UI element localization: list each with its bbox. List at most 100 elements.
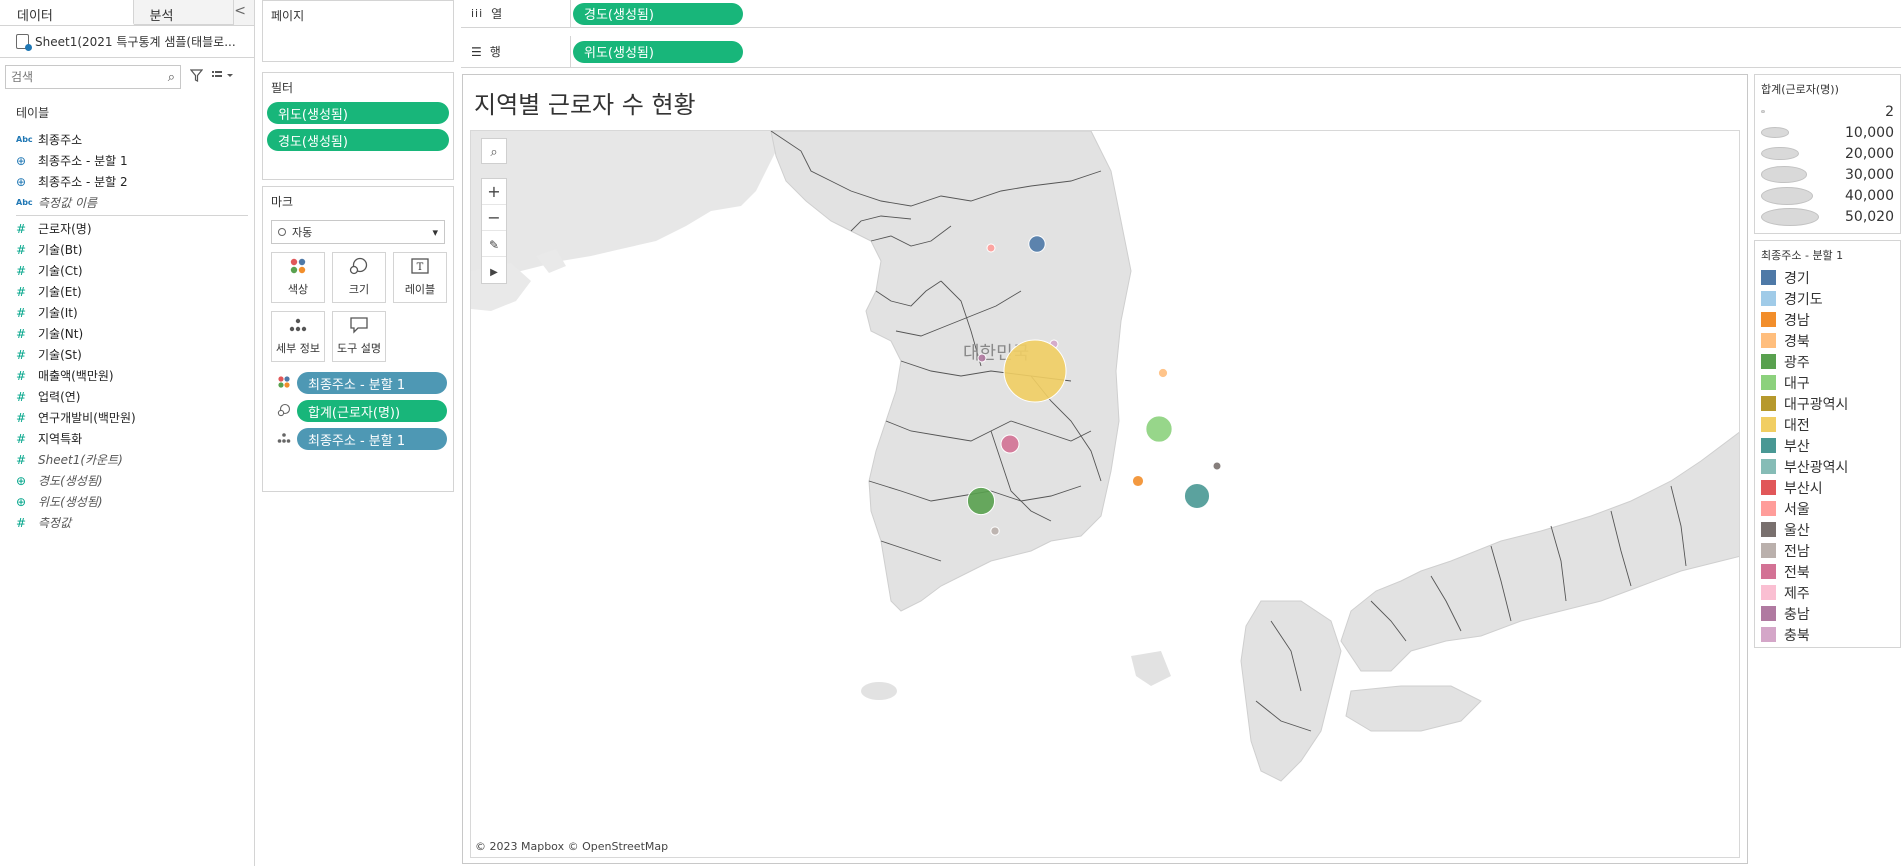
field-item[interactable]: # 기술(Bt) [0, 239, 254, 260]
map-point[interactable] [1028, 235, 1046, 253]
color-legend-row[interactable]: 대전 [1755, 414, 1900, 435]
map-point[interactable] [986, 243, 996, 253]
map-attribution[interactable]: © 2023 Mapbox © OpenStreetMap [475, 840, 669, 853]
map-point[interactable] [990, 526, 1000, 536]
rows-shelf[interactable]: ☰ 행 위도(생성됨) [461, 36, 1901, 68]
map-point[interactable] [1145, 415, 1173, 443]
map-point[interactable] [1183, 482, 1211, 510]
field-item[interactable]: # 측정값 [0, 512, 254, 533]
field-item[interactable]: # 지역특화 [0, 428, 254, 449]
size-legend-row[interactable]: 20,000 [1755, 143, 1900, 164]
sheet-title: 지역별 근로자 수 현황 [474, 91, 696, 119]
datasource-item[interactable]: Sheet1(2021 특구통계 샘플(태블로... [0, 26, 254, 58]
field-name: 기술(Et) [38, 285, 82, 299]
field-item[interactable]: # Sheet1(카운트) [0, 449, 254, 470]
size-legend-row[interactable]: 10,000 [1755, 122, 1900, 143]
columns-pill[interactable]: 경도(생성됨) [573, 2, 743, 25]
color-legend-row[interactable]: 충북 [1755, 624, 1900, 645]
number-field-icon: # [16, 515, 27, 530]
color-legend-row[interactable]: 충남 [1755, 603, 1900, 624]
tab-data[interactable]: 데이터 [0, 0, 134, 25]
search-icon[interactable]: ⌕ [167, 69, 175, 85]
label-label: 레이블 [404, 283, 436, 296]
color-legend-row[interactable]: 제주 [1755, 582, 1900, 603]
color-button[interactable]: 색상 [271, 252, 325, 303]
color-legend-row[interactable]: 부산광역시 [1755, 456, 1900, 477]
marks-type-dropdown[interactable]: 자동 ▾ [271, 220, 445, 244]
search-row: ⌕ [0, 62, 254, 92]
size-legend-row[interactable]: 40,000 [1755, 185, 1900, 206]
map-point[interactable] [1000, 434, 1020, 454]
size-legend-row[interactable]: 50,020 [1755, 206, 1900, 227]
tab-analysis[interactable]: 분석 [133, 0, 235, 25]
color-legend-label: 충북 [1784, 627, 1810, 644]
field-item[interactable]: ⊕ 최종주소 - 분할 2 [0, 171, 254, 192]
field-item[interactable]: Abc 측정값 이름 [0, 192, 254, 213]
field-item[interactable]: # 기술(Et) [0, 281, 254, 302]
field-item[interactable]: # 기술(St) [0, 344, 254, 365]
tooltip-button[interactable]: 도구 설명 [332, 311, 386, 362]
color-legend-row[interactable]: 광주 [1755, 351, 1900, 372]
size-legend-row[interactable]: 2 [1755, 101, 1900, 122]
color-legend-row[interactable]: 전남 [1755, 540, 1900, 561]
color-legend-row[interactable]: 경기도 [1755, 288, 1900, 309]
collapse-pane-button[interactable]: < [234, 0, 254, 25]
encoding-pill-size[interactable]: 합계(근로자(명)) [297, 400, 447, 422]
expand-tools-button[interactable]: ▶ [482, 257, 506, 283]
view-options-icon[interactable] [212, 70, 234, 85]
filter-pill-longitude[interactable]: 경도(생성됨) [267, 129, 449, 151]
color-legend-row[interactable]: 전북 [1755, 561, 1900, 582]
data-pane: 데이터 분석 < Sheet1(2021 특구통계 샘플(태블로... ⌕ 테이… [0, 0, 255, 866]
field-list: Abc 최종주소 ⊕ 최종주소 - 분할 1 ⊕ 최종주소 - 분할 2 Abc 측정값 이름… [0, 129, 254, 533]
map-search-button[interactable]: ⌕ [481, 138, 507, 164]
field-item[interactable]: ⊕ 최종주소 - 분할 1 [0, 150, 254, 171]
zoom-in-button[interactable]: + [482, 179, 506, 205]
label-button[interactable]: T 레이블 [393, 252, 447, 303]
pages-card[interactable]: 페이지 [262, 0, 454, 62]
map-point[interactable] [977, 353, 987, 363]
color-legend-row[interactable]: 울산 [1755, 519, 1900, 540]
filter-icon[interactable] [189, 68, 204, 86]
field-item[interactable]: Abc 최종주소 [0, 129, 254, 150]
field-item[interactable]: # 근로자(명) [0, 218, 254, 239]
map-canvas[interactable]: 대한민국 [471, 131, 1740, 858]
color-legend-label: 부산광역시 [1784, 459, 1849, 476]
rows-pill[interactable]: 위도(생성됨) [573, 40, 743, 63]
detail-button[interactable]: 세부 정보 [271, 311, 325, 362]
map-point[interactable] [1212, 461, 1222, 471]
field-item[interactable]: # 연구개발비(백만원) [0, 407, 254, 428]
map-point[interactable] [1157, 367, 1169, 379]
columns-shelf[interactable]: iii 열 경도(생성됨) [461, 0, 1901, 28]
search-input[interactable] [11, 70, 151, 84]
color-legend-row[interactable]: 부산시 [1755, 477, 1900, 498]
color-legend-row[interactable]: 경북 [1755, 330, 1900, 351]
color-legend-row[interactable]: 경기 [1755, 267, 1900, 288]
field-item[interactable]: ⊕ 위도(생성됨) [0, 491, 254, 512]
color-swatch [1761, 606, 1776, 621]
encoding-pill-detail[interactable]: 최종주소 - 분할 1 [297, 428, 447, 450]
pin-map-button[interactable]: ✎ [482, 231, 506, 257]
color-legend-label: 충남 [1784, 606, 1810, 623]
filter-pill-latitude[interactable]: 위도(생성됨) [267, 102, 449, 124]
size-legend-row[interactable]: 30,000 [1755, 164, 1900, 185]
number-field-icon: # [16, 368, 27, 383]
color-legend-row[interactable]: 부산 [1755, 435, 1900, 456]
map-point[interactable] [1003, 339, 1067, 403]
encoding-pill-color[interactable]: 최종주소 - 분할 1 [297, 372, 447, 394]
field-item[interactable]: # 업력(연) [0, 386, 254, 407]
color-legend-row[interactable]: 대구광역시 [1755, 393, 1900, 414]
color-legend-row[interactable]: 서울 [1755, 498, 1900, 519]
field-item[interactable]: # 기술(Nt) [0, 323, 254, 344]
color-legend-row[interactable]: 경남 [1755, 309, 1900, 330]
field-item[interactable]: # 매출액(백만원) [0, 365, 254, 386]
color-legend-row[interactable]: 대구 [1755, 372, 1900, 393]
map-point[interactable] [1131, 474, 1145, 488]
map-view[interactable]: 대한민국 ⌕ + − ✎ ▶ © 2023 Mapbox © OpenStree… [470, 130, 1740, 858]
map-point[interactable] [966, 486, 996, 516]
field-item[interactable]: # 기술(Ct) [0, 260, 254, 281]
field-item[interactable]: ⊕ 경도(생성됨) [0, 470, 254, 491]
size-button[interactable]: 크기 [332, 252, 386, 303]
zoom-out-button[interactable]: − [482, 205, 506, 231]
color-legend-label: 부산 [1784, 438, 1810, 455]
field-item[interactable]: # 기술(It) [0, 302, 254, 323]
